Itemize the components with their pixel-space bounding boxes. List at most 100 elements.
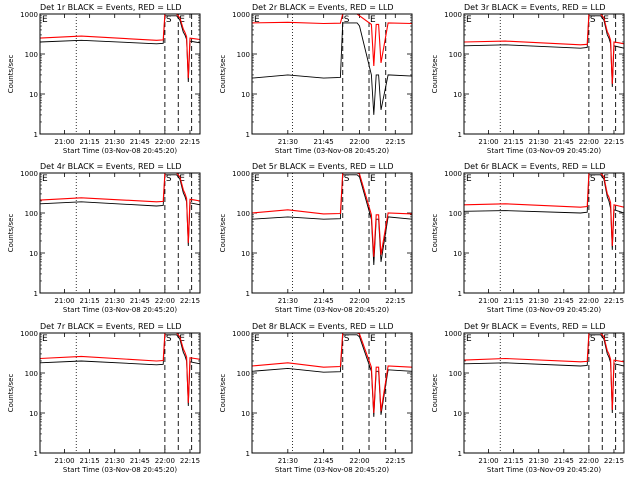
- y-tick-label: 1000: [232, 11, 250, 19]
- x-axis-label: Start Time (03-Nov-08 20:45:20): [275, 466, 389, 474]
- y-axis-label: Counts/sec: [219, 374, 227, 413]
- x-tick-label: 22:00: [579, 138, 599, 146]
- x-tick-label: 22:15: [604, 138, 624, 146]
- y-tick-label: 100: [25, 210, 38, 218]
- y-tick-label: 1: [246, 450, 250, 458]
- x-tick-label: 21:30: [278, 297, 298, 305]
- panel-det-8: Det 8r BLACK = Events, RED = LLD 1 10 100 10…: [219, 322, 413, 474]
- y-axis-label: Counts/sec: [7, 214, 15, 253]
- panel-title: Det 7r BLACK = Events, RED = LLD: [40, 322, 182, 331]
- x-tick-label: 22:15: [385, 457, 405, 465]
- x-tick-label: 21:15: [80, 297, 100, 305]
- y-axis-label: Counts/sec: [7, 374, 15, 413]
- panel-title: Det 1r BLACK = Events, RED = LLD: [40, 3, 182, 12]
- series-line-events: [251, 22, 413, 115]
- x-tick-label: 21:00: [478, 297, 498, 305]
- series-line-lld: [251, 13, 413, 67]
- x-tick-label: 21:30: [105, 457, 125, 465]
- x-tick-label: 21:15: [80, 457, 100, 465]
- x-tick-label: 21:45: [554, 457, 574, 465]
- y-tick-label: 10: [29, 410, 38, 418]
- marker-label-s: S: [166, 334, 172, 344]
- series-line-lld: [463, 172, 625, 247]
- plot-frame: [251, 13, 413, 135]
- x-tick-label: 21:30: [278, 457, 298, 465]
- x-tick-label: 22:15: [180, 138, 200, 146]
- x-tick-label: 21:30: [278, 138, 298, 146]
- marker-label-e: E: [603, 334, 609, 344]
- x-tick-label: 22:15: [180, 297, 200, 305]
- plot-frame: [39, 172, 201, 294]
- y-tick-label: 1: [458, 450, 462, 458]
- series-line-lld: [39, 13, 201, 79]
- y-tick-label: 100: [449, 370, 462, 378]
- y-axis-label: Counts/sec: [431, 214, 439, 253]
- y-axis-label: Counts/sec: [219, 55, 227, 94]
- series-line-lld: [251, 172, 413, 257]
- y-tick-label: 10: [453, 410, 462, 418]
- y-tick-label: 10: [453, 91, 462, 99]
- marker-label-e-left: E: [466, 174, 472, 184]
- x-tick-label: 22:15: [385, 138, 405, 146]
- series-line-events: [251, 174, 413, 266]
- plot-frame: [251, 332, 413, 454]
- x-tick-label: 21:45: [314, 457, 334, 465]
- panel-det-5: Det 5r BLACK = Events, RED = LLD 1 10 100 10…: [219, 162, 413, 314]
- marker-label-s: S: [344, 174, 350, 184]
- panel-title: Det 3r BLACK = Events, RED = LLD: [464, 3, 606, 12]
- y-tick-label: 1000: [20, 170, 38, 178]
- panel-det-7: Det 7r BLACK = Events, RED = LLD 1 10 100 10…: [7, 322, 201, 474]
- marker-label-e-left: E: [466, 334, 472, 344]
- x-tick-label: 22:00: [579, 297, 599, 305]
- x-tick-label: 22:15: [604, 457, 624, 465]
- x-tick-label: 21:45: [130, 297, 150, 305]
- series-line-events: [39, 15, 201, 83]
- x-tick-label: 22:15: [604, 297, 624, 305]
- marker-label-e: E: [179, 174, 185, 184]
- x-tick-label: 22:00: [349, 297, 369, 305]
- y-tick-label: 1: [246, 131, 250, 139]
- marker-label-e-left: E: [42, 174, 48, 184]
- marker-label-s: S: [344, 334, 350, 344]
- x-axis-label: Start Time (03-Nov-09 20:45:20): [487, 466, 601, 474]
- y-tick-label: 100: [237, 210, 250, 218]
- x-tick-label: 21:15: [80, 138, 100, 146]
- y-tick-label: 1: [34, 290, 38, 298]
- x-tick-label: 21:45: [130, 457, 150, 465]
- x-tick-label: 21:15: [504, 297, 524, 305]
- x-tick-label: 22:15: [385, 297, 405, 305]
- x-tick-label: 22:00: [579, 457, 599, 465]
- x-tick-label: 21:30: [105, 138, 125, 146]
- y-tick-label: 100: [25, 370, 38, 378]
- x-tick-label: 22:15: [180, 457, 200, 465]
- y-tick-label: 10: [29, 250, 38, 258]
- y-tick-label: 1000: [20, 330, 38, 338]
- panel-det-3: Det 3r BLACK = Events, RED = LLD 1 10 100 10…: [431, 3, 625, 155]
- y-tick-label: 1: [246, 290, 250, 298]
- y-tick-label: 1: [458, 131, 462, 139]
- marker-label-e-left: E: [466, 15, 472, 25]
- plot-frame: [39, 13, 201, 135]
- x-tick-label: 22:00: [155, 138, 175, 146]
- plot-frame: [251, 172, 413, 294]
- marker-label-s: S: [166, 15, 172, 25]
- series-line-events: [39, 334, 201, 407]
- series-line-lld: [39, 172, 201, 243]
- panel-det-1: Det 1r BLACK = Events, RED = LLD 1 10 100 10…: [7, 3, 201, 155]
- x-tick-label: 22:00: [349, 138, 369, 146]
- x-tick-label: 21:30: [105, 297, 125, 305]
- series-line-lld: [39, 332, 201, 403]
- marker-label-e: E: [179, 15, 185, 25]
- marker-label-s: S: [590, 15, 596, 25]
- series-line-lld: [251, 332, 413, 414]
- marker-label-e: E: [603, 15, 609, 25]
- plot-frame: [463, 13, 625, 135]
- panel-title: Det 4r BLACK = Events, RED = LLD: [40, 162, 182, 171]
- y-tick-label: 1000: [232, 170, 250, 178]
- y-axis-label: Counts/sec: [431, 374, 439, 413]
- x-tick-label: 21:30: [529, 138, 549, 146]
- y-tick-label: 1000: [20, 11, 38, 19]
- panel-det-9: Det 9r BLACK = Events, RED = LLD 1 10 100 10…: [431, 322, 625, 474]
- x-axis-label: Start Time (03-Nov-08 20:45:20): [63, 306, 177, 314]
